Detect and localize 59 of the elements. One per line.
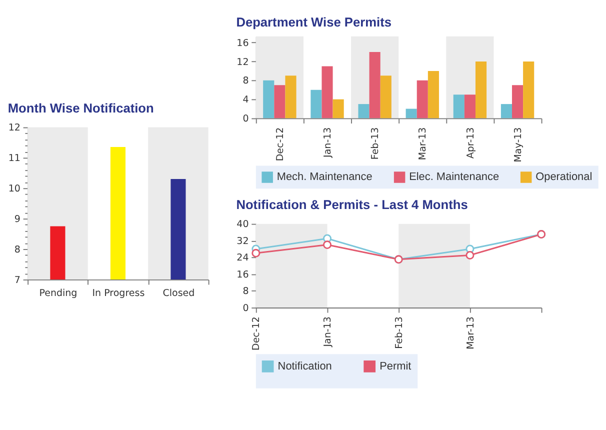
y-tick-label: 8: [242, 286, 249, 298]
y-tick-label: 24: [236, 252, 249, 264]
y-tick-label: 0: [242, 114, 249, 125]
x-tick-label: Dec-12: [275, 127, 286, 162]
y-tick-label: 16: [236, 269, 249, 280]
bar: [428, 70, 439, 118]
legend-label: Permit: [380, 360, 412, 372]
legend-label: Mech. Maintenance: [276, 171, 372, 184]
y-tick-label: 4: [242, 94, 249, 106]
bar: [322, 66, 333, 118]
y-tick-label: 10: [8, 183, 20, 194]
x-tick-label: Apr-13: [465, 127, 476, 159]
bar: [453, 94, 464, 118]
legend-label: Operational: [536, 171, 592, 184]
bar: [310, 90, 322, 118]
point: [323, 240, 332, 249]
point: [252, 248, 260, 258]
bar: [512, 85, 524, 118]
y-tick-label: 8: [242, 76, 249, 87]
bar: [416, 80, 428, 118]
x-tick-label: Jan-13: [322, 127, 334, 158]
x-tick-label: In Progress: [92, 288, 145, 300]
y-tick-label: 12: [8, 122, 20, 134]
x-tick-label: Feb-13: [370, 127, 382, 160]
y-tick-label: 16: [236, 38, 249, 49]
y-tick-label: 12: [236, 56, 249, 68]
y-tick-label: 40: [236, 219, 249, 230]
point: [466, 250, 474, 260]
x-tick-label: Mar-13: [465, 316, 476, 350]
legend-label: Elec. Maintenance: [409, 171, 500, 184]
x-tick-label: Closed: [162, 288, 195, 300]
y-tick-label: 11: [8, 153, 20, 164]
bar: [369, 52, 380, 118]
x-tick-label: Dec-12: [251, 316, 262, 350]
chart-title: Notification & Permits - Last 4 Months: [236, 197, 468, 212]
x-tick-label: Mar-13: [418, 127, 429, 160]
bar: [500, 104, 512, 118]
bar: [464, 94, 476, 118]
bar: [263, 80, 274, 118]
y-tick-label: 7: [14, 274, 20, 286]
chart-title: Department Wise Permits: [236, 14, 392, 30]
bar: [406, 108, 417, 118]
y-tick-label: 9: [14, 214, 20, 225]
x-tick-label: Feb-13: [394, 316, 405, 349]
y-tick-label: 0: [242, 302, 249, 314]
bar: [274, 85, 286, 118]
bar: [332, 99, 344, 118]
y-tick-label: 32: [236, 236, 249, 247]
bar: [523, 61, 534, 118]
y-tick-label: 8: [14, 244, 20, 256]
chart-title: Month Wise Notification: [8, 100, 154, 116]
x-tick-label: Jan-13: [322, 316, 334, 348]
bar: [380, 76, 392, 118]
bar: [358, 104, 370, 118]
x-tick-label: Pending: [39, 288, 78, 300]
legend-label: Notification: [278, 360, 332, 372]
x-tick-label: May-13: [512, 127, 524, 162]
bar: [285, 76, 296, 118]
bar: [475, 61, 487, 118]
